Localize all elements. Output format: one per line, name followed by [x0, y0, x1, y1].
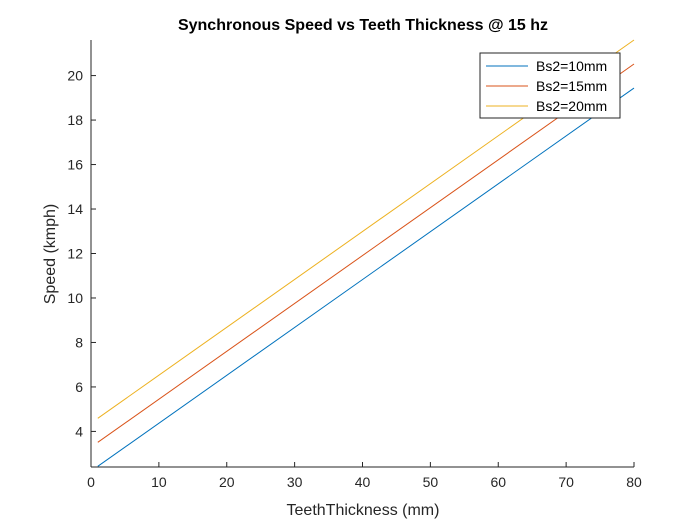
plot-area: 0 10 20 30 40 50 60 70 80 4 6 8 10 12 14 16 18 20 [67, 39, 642, 490]
x-tick-label: 20 [219, 474, 235, 490]
y-tick-label: 14 [67, 201, 83, 217]
y-tick-label: 8 [75, 334, 83, 350]
legend-label-1: Bs2=10mm [536, 58, 607, 74]
y-tick-label: 6 [75, 379, 83, 395]
x-tick-label: 10 [151, 474, 167, 490]
x-tick-label: 50 [423, 474, 439, 490]
x-tick-label: 30 [287, 474, 303, 490]
y-axis-label: Speed (kmph) [42, 204, 59, 305]
x-tick-label: 40 [355, 474, 371, 490]
x-tick-label: 80 [626, 474, 642, 490]
y-tick-label: 10 [67, 290, 83, 306]
legend: Bs2=10mm Bs2=15mm Bs2=20mm [479, 52, 621, 119]
legend-label-2: Bs2=15mm [536, 78, 607, 94]
y-tick-label: 12 [67, 246, 83, 262]
y-tick-label: 4 [75, 423, 83, 439]
x-tick-label: 0 [87, 474, 95, 490]
chart-title: Synchronous Speed vs Teeth Thickness @ 1… [178, 17, 548, 34]
y-tick-label: 18 [67, 112, 83, 128]
x-tick-label: 60 [490, 474, 506, 490]
y-tick-label: 20 [67, 68, 83, 84]
series-line-1 [97, 87, 635, 467]
series-line-2 [97, 63, 635, 443]
y-tick-label: 16 [67, 157, 83, 173]
x-axis-label: TeethThickness (mm) [287, 502, 440, 519]
x-tick-label: 70 [558, 474, 574, 490]
legend-label-3: Bs2=20mm [536, 98, 607, 114]
